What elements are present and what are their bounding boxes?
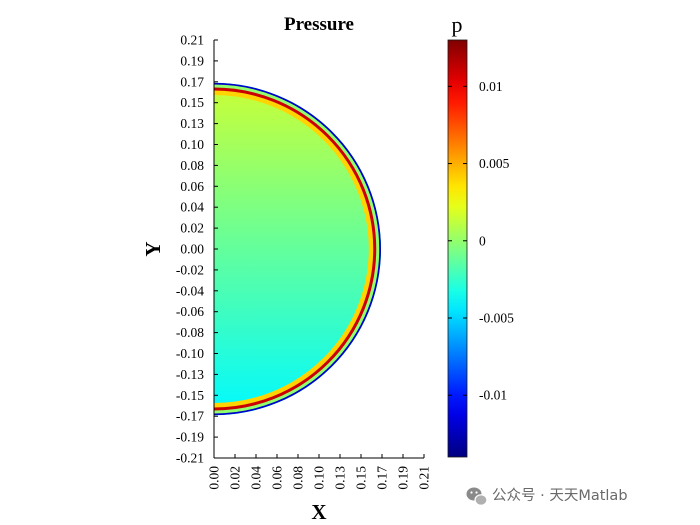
x-tick-label: 0.19 [396,466,411,490]
colorbar-ticks: 0.01 0.005 0 -0.005 -0.01 [448,79,514,403]
colorbar-tick-label: 0 [479,233,486,248]
y-tick-label: 0.06 [180,179,204,194]
x-tick-label: 0.00 [207,466,222,490]
y-tick-label: 0.13 [180,116,204,131]
y-tick-label: -0.17 [176,409,204,424]
y-tick-labels: 0.21 0.19 0.17 0.15 0.13 0.10 0.08 0.06 0.04 0.02… [176,33,204,466]
colorbar-tick-label: 0.005 [479,156,510,171]
y-tick-label: 0.19 [180,53,204,68]
y-axis-label: Y [141,241,165,256]
x-tick-label: 0.15 [354,466,369,490]
x-tick-label: 0.17 [375,466,390,490]
x-tick-label: 0.04 [249,466,264,490]
x-tick-label: 0.13 [333,466,348,490]
watermark: 公众号 · 天天Matlab [466,487,628,506]
colorbar: 0.01 0.005 0 -0.005 -0.01 p [447,12,514,458]
y-tick-label: -0.06 [176,304,204,319]
y-tick-label: -0.02 [176,262,204,277]
y-tick-label: -0.15 [176,388,204,403]
x-tick-labels: 0.00 0.02 0.04 0.06 0.08 0.10 0.13 0.15 0.17 0.19… [207,466,432,490]
axes [213,39,425,459]
chart-title: Pressure [284,14,354,35]
colorbar-tick-label: -0.005 [479,311,514,326]
y-tick-label: -0.10 [176,346,204,361]
x-tick-label: 0.08 [291,466,306,490]
colorbar-tick-label: 0.01 [479,79,503,94]
x-tick-label: 0.06 [270,466,285,490]
y-tick-label: 0.10 [180,137,204,152]
wechat-icon [466,487,488,506]
colorbar-gradient [447,39,468,458]
y-tick-label: 0.15 [180,95,204,110]
y-tick-label: 0.08 [180,158,204,173]
y-tick-label: -0.08 [176,325,204,340]
x-tick-label: 0.21 [417,466,432,490]
y-tick-label: -0.04 [176,283,204,298]
colorbar-label: p [452,12,463,37]
y-tick-label: 0.17 [180,74,204,89]
y-tick-label: 0.02 [180,221,204,236]
x-tick-label: 0.10 [312,466,327,490]
y-tick-label: -0.19 [176,430,204,445]
watermark-text: 公众号 · 天天Matlab [492,487,628,504]
y-tick-label: 0.00 [180,242,204,257]
y-tick-label: 0.21 [180,33,204,48]
field-interior [214,82,381,416]
colorbar-tick-label: -0.01 [479,388,507,403]
y-tick-label: -0.13 [176,367,204,382]
x-axis-label: X [311,500,326,524]
y-tick-label: 0.04 [180,200,204,215]
y-tick-label: -0.21 [176,451,204,466]
x-tick-label: 0.02 [228,466,243,490]
